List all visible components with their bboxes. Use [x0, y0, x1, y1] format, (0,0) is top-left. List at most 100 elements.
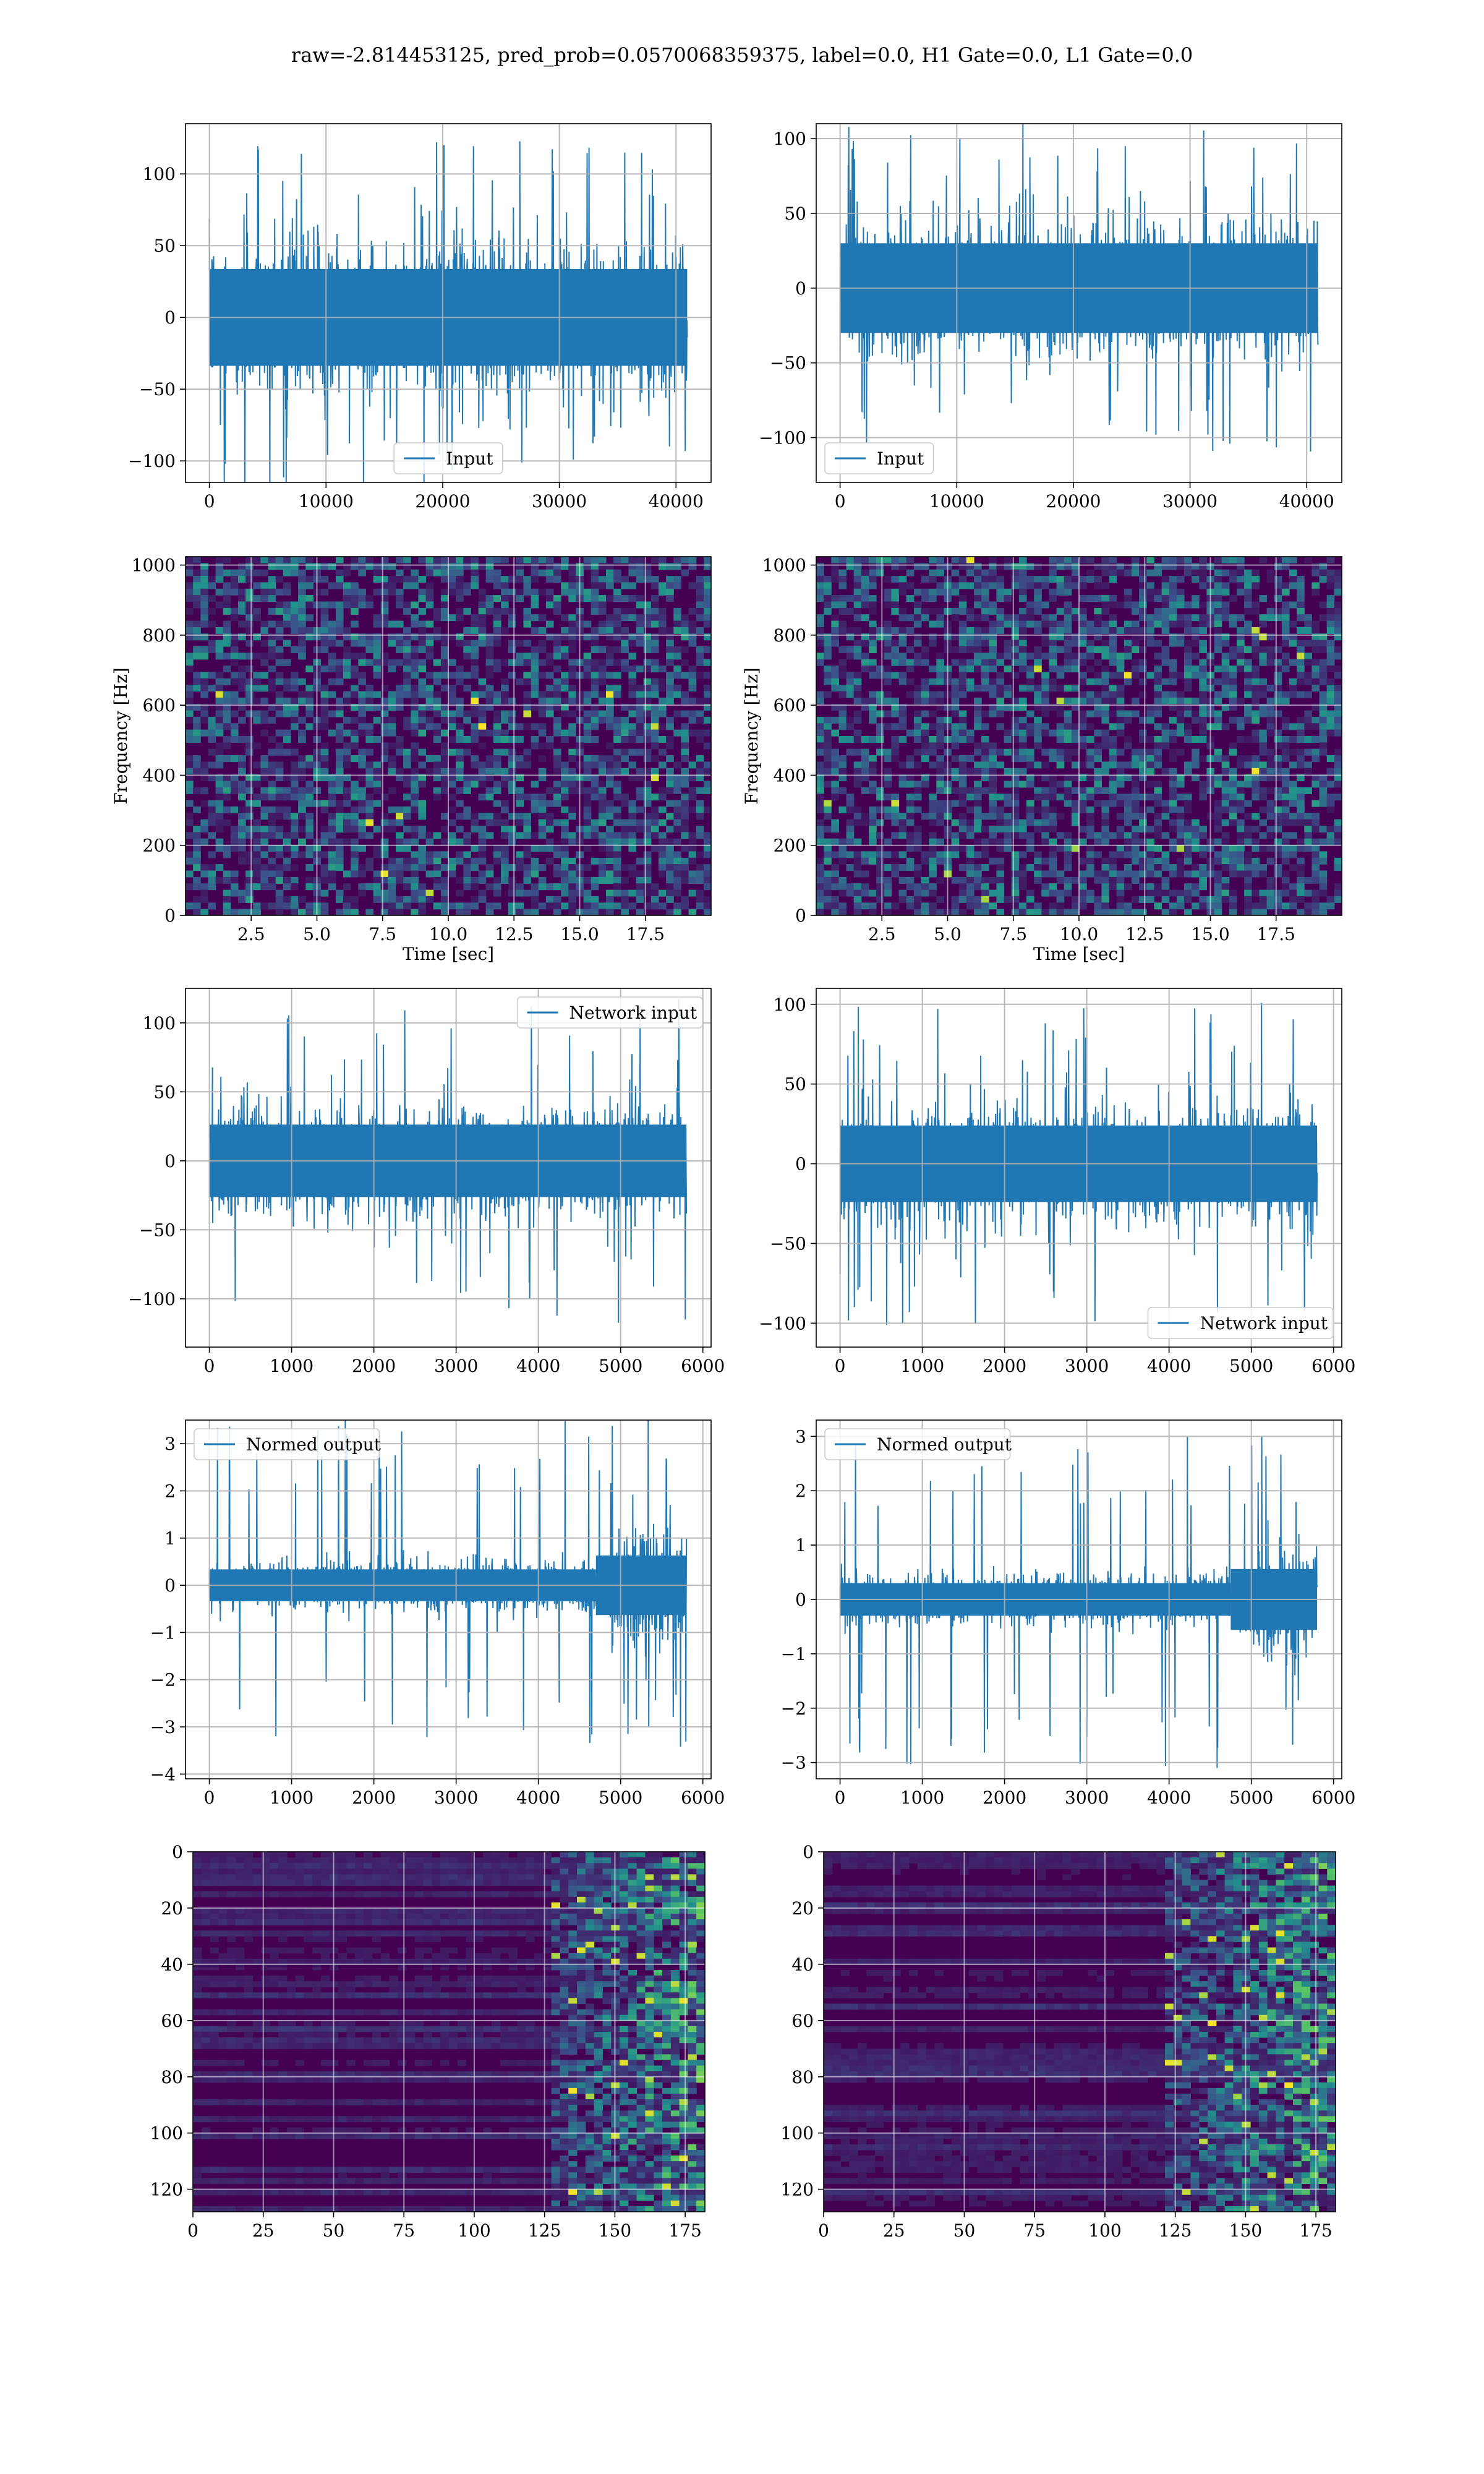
heatmap-cell — [425, 620, 434, 628]
heatmap-cell — [861, 857, 869, 865]
heatmap-cell — [816, 787, 824, 794]
heatmap-cell — [621, 716, 629, 724]
heatmap-cell — [1109, 864, 1117, 871]
heatmap-cell — [681, 742, 689, 750]
heatmap-cell — [824, 582, 832, 589]
heatmap-cell — [688, 607, 697, 615]
heatmap-cell — [621, 819, 629, 826]
heatmap-cell — [598, 627, 607, 634]
heatmap-cell — [989, 857, 997, 865]
heatmap-cell — [913, 838, 922, 845]
heatmap-cell — [523, 813, 532, 820]
heatmap-cell — [411, 653, 419, 660]
heatmap-cell — [358, 704, 366, 711]
heatmap-cell — [703, 729, 711, 737]
heatmap-cell — [186, 787, 194, 794]
heatmap-cell — [1011, 729, 1020, 737]
heatmap-cell — [1252, 781, 1260, 788]
heatmap-cell — [456, 755, 464, 763]
heatmap-cell — [613, 672, 621, 679]
heatmap-cell — [929, 794, 937, 801]
heatmap-cell — [1199, 614, 1207, 622]
heatmap-cell — [1221, 768, 1230, 775]
heatmap-cell — [1154, 902, 1162, 910]
heatmap-cell — [1274, 896, 1282, 903]
heatmap-cell — [996, 595, 1005, 602]
heatmap-cell — [238, 569, 246, 576]
heatmap-cell — [666, 787, 674, 794]
heatmap-cell — [1139, 819, 1147, 826]
heatmap-cell — [636, 889, 644, 897]
heatmap-cell — [485, 813, 494, 820]
heatmap-cell — [838, 666, 847, 673]
heatmap-cell — [238, 620, 246, 628]
heatmap-cell — [876, 710, 884, 717]
heatmap-cell — [268, 806, 276, 813]
heatmap-cell — [606, 710, 614, 717]
heatmap-cell — [456, 729, 464, 737]
heatmap-cell — [380, 563, 389, 570]
heatmap-cell — [1079, 826, 1087, 833]
heatmap-cell — [1146, 640, 1154, 647]
heatmap-cell — [989, 633, 997, 641]
heatmap-cell — [583, 902, 592, 910]
heatmap-cell — [463, 851, 471, 858]
figure-suptitle: raw=-2.814453125, pred_prob=0.0570068359… — [291, 43, 1193, 67]
heatmap-cell — [981, 826, 989, 833]
heatmap-cell — [1214, 601, 1222, 609]
heatmap-cell — [884, 781, 892, 788]
heatmap-cell — [358, 710, 366, 717]
heatmap-cell — [816, 569, 824, 576]
heatmap-cell — [215, 691, 224, 698]
heatmap-cell — [1154, 870, 1162, 878]
heatmap-cell — [1071, 640, 1080, 647]
heatmap-cell — [1281, 813, 1290, 820]
heatmap-cell — [343, 716, 351, 724]
heatmap-cell — [853, 582, 862, 589]
heatmap-cell — [1018, 607, 1027, 615]
heatmap-cell — [989, 627, 997, 634]
heatmap-cell — [501, 607, 509, 615]
heatmap-cell — [193, 864, 201, 871]
heatmap-cell — [1026, 774, 1034, 782]
heatmap-cell — [275, 601, 284, 609]
heatmap-cell — [1056, 876, 1065, 884]
heatmap-cell — [1109, 857, 1117, 865]
heatmap-cell — [1319, 787, 1328, 794]
heatmap-cell — [283, 601, 291, 609]
heatmap-cell — [884, 774, 892, 782]
heatmap-cell — [898, 627, 907, 634]
heatmap-cell — [1109, 633, 1117, 641]
heatmap-cell — [1311, 569, 1320, 576]
heatmap-cell — [351, 851, 359, 858]
heatmap-cell — [1334, 633, 1342, 641]
heatmap-cell — [396, 909, 404, 915]
heatmap-cell — [396, 845, 404, 852]
heatmap-cell — [1124, 742, 1132, 750]
heatmap-cell — [1101, 704, 1110, 711]
heatmap-cell — [561, 633, 569, 641]
heatmap-cell — [561, 889, 569, 897]
heatmap-cell — [1169, 595, 1177, 602]
heatmap-cell — [583, 755, 592, 763]
heatmap-cell — [583, 729, 592, 737]
heatmap-cell — [411, 883, 419, 891]
heatmap-cell — [853, 691, 862, 698]
heatmap-cell — [636, 768, 644, 775]
heatmap-cell — [328, 883, 336, 891]
heatmap-cell — [1049, 889, 1057, 897]
heatmap-cell — [1056, 633, 1065, 641]
heatmap-cell — [1101, 653, 1110, 660]
heatmap-cell — [200, 787, 208, 794]
heatmap-cell — [1281, 588, 1290, 596]
heatmap-cell — [996, 870, 1005, 878]
heatmap-cell — [1334, 666, 1342, 673]
heatmap-cell — [1184, 678, 1192, 685]
heatmap-cell — [553, 576, 561, 583]
heatmap-cell — [1139, 666, 1147, 673]
heatmap-cell — [1192, 563, 1200, 570]
heatmap-cell — [320, 614, 329, 622]
heatmap-cell — [1274, 870, 1282, 878]
heatmap-cell — [328, 582, 336, 589]
heatmap-cell — [463, 672, 471, 679]
